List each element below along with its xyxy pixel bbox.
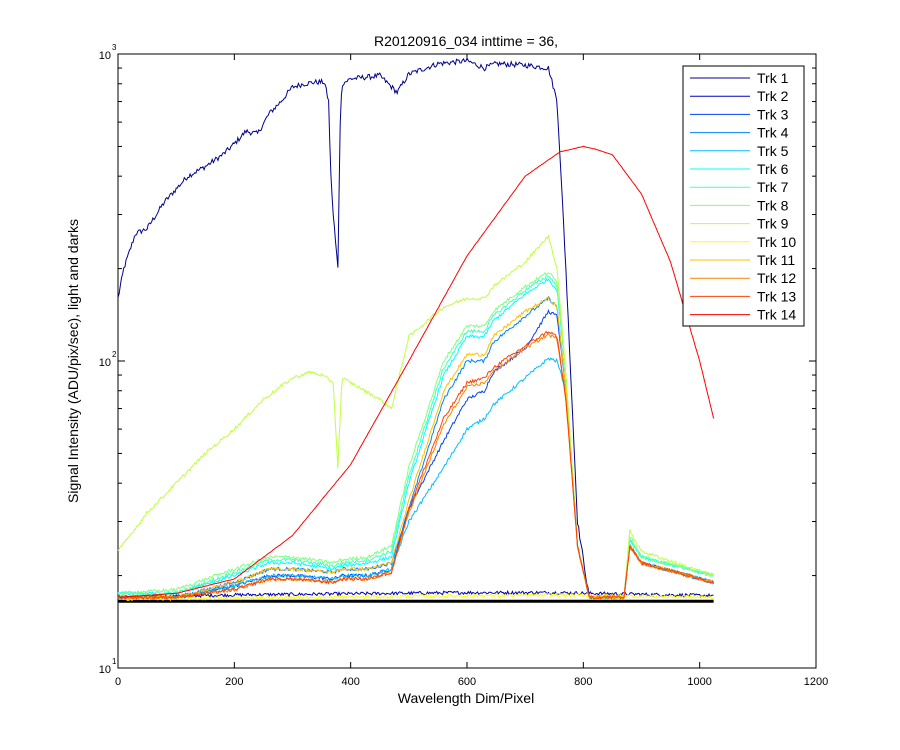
x-tick-label: 800	[574, 676, 592, 688]
series-line-11	[117, 296, 714, 601]
series-line-14	[117, 145, 715, 598]
x-axis: 0 200 400 600 800 1000 1200	[115, 54, 828, 688]
x-tick-label: 600	[458, 676, 476, 688]
series-line-2	[117, 589, 714, 600]
legend-entry: Trk 14	[757, 307, 796, 323]
y-tick-exponent: 1	[112, 657, 117, 666]
series-line-13	[117, 330, 715, 600]
legend-entry: Trk 1	[757, 70, 789, 86]
chart-title: R20120916_034 inttime = 36,	[374, 33, 558, 49]
legend-entry: Trk 2	[757, 88, 789, 104]
legend-entry: Trk 13	[757, 288, 796, 304]
x-tick-label: 1000	[687, 676, 711, 688]
x-tick-label: 200	[225, 676, 243, 688]
legend-entry: Trk 3	[757, 106, 789, 122]
legend-entry: Trk 9	[757, 216, 789, 232]
legend: Trk 1 Trk 2 Trk 3 Trk 4 Trk 5 Trk 6 Trk 7 Trk 8…	[682, 65, 805, 327]
legend-entry: Trk 8	[757, 197, 789, 213]
legend-entry: Trk 4	[757, 125, 789, 141]
series-line-1	[117, 57, 590, 596]
legend-entry: Trk 6	[757, 161, 789, 177]
y-tick-exponent: 3	[112, 43, 117, 52]
y-tick-label: 10	[99, 357, 111, 369]
y-tick-label: 10	[99, 664, 111, 676]
legend-box	[682, 65, 805, 327]
y-axis-label: Signal Intensity (ADU/pix/sec), light an…	[65, 219, 81, 503]
y-tick-label: 10	[99, 50, 111, 62]
x-axis-label: Wavelength Dim/Pixel	[398, 690, 534, 706]
x-tick-label: 400	[341, 676, 359, 688]
legend-entry: Trk 12	[757, 270, 796, 286]
plot-lines	[117, 57, 715, 603]
legend-entry: Trk 5	[757, 143, 789, 159]
legend-entry: Trk 7	[757, 179, 789, 195]
x-tick-label: 1200	[804, 676, 828, 688]
legend-entry: Trk 11	[757, 252, 795, 268]
y-tick-exponent: 2	[112, 350, 117, 359]
x-tick-label: 0	[115, 676, 121, 688]
series-line-12	[117, 332, 714, 601]
legend-entry: Trk 10	[757, 234, 796, 250]
